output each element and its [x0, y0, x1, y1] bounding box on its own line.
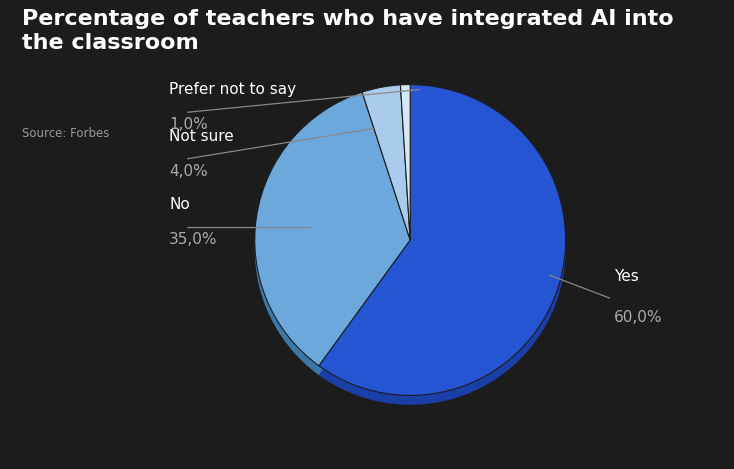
Text: Percentage of teachers who have integrated AI into
the classroom: Percentage of teachers who have integrat… [22, 9, 674, 53]
Text: Source: Forbes: Source: Forbes [22, 127, 109, 140]
Text: Prefer not to say: Prefer not to say [170, 82, 297, 97]
Text: No: No [170, 197, 190, 212]
Wedge shape [401, 84, 410, 240]
Wedge shape [401, 94, 410, 250]
Text: 60,0%: 60,0% [614, 310, 662, 325]
Text: Not sure: Not sure [170, 129, 234, 144]
Text: Yes: Yes [614, 269, 639, 284]
Wedge shape [255, 92, 410, 366]
Wedge shape [362, 94, 410, 250]
Text: 35,0%: 35,0% [170, 232, 218, 247]
Wedge shape [319, 94, 566, 405]
Text: 1,0%: 1,0% [170, 117, 208, 132]
Wedge shape [362, 85, 410, 240]
Wedge shape [319, 84, 566, 395]
Wedge shape [255, 101, 410, 375]
Text: 4,0%: 4,0% [170, 164, 208, 179]
